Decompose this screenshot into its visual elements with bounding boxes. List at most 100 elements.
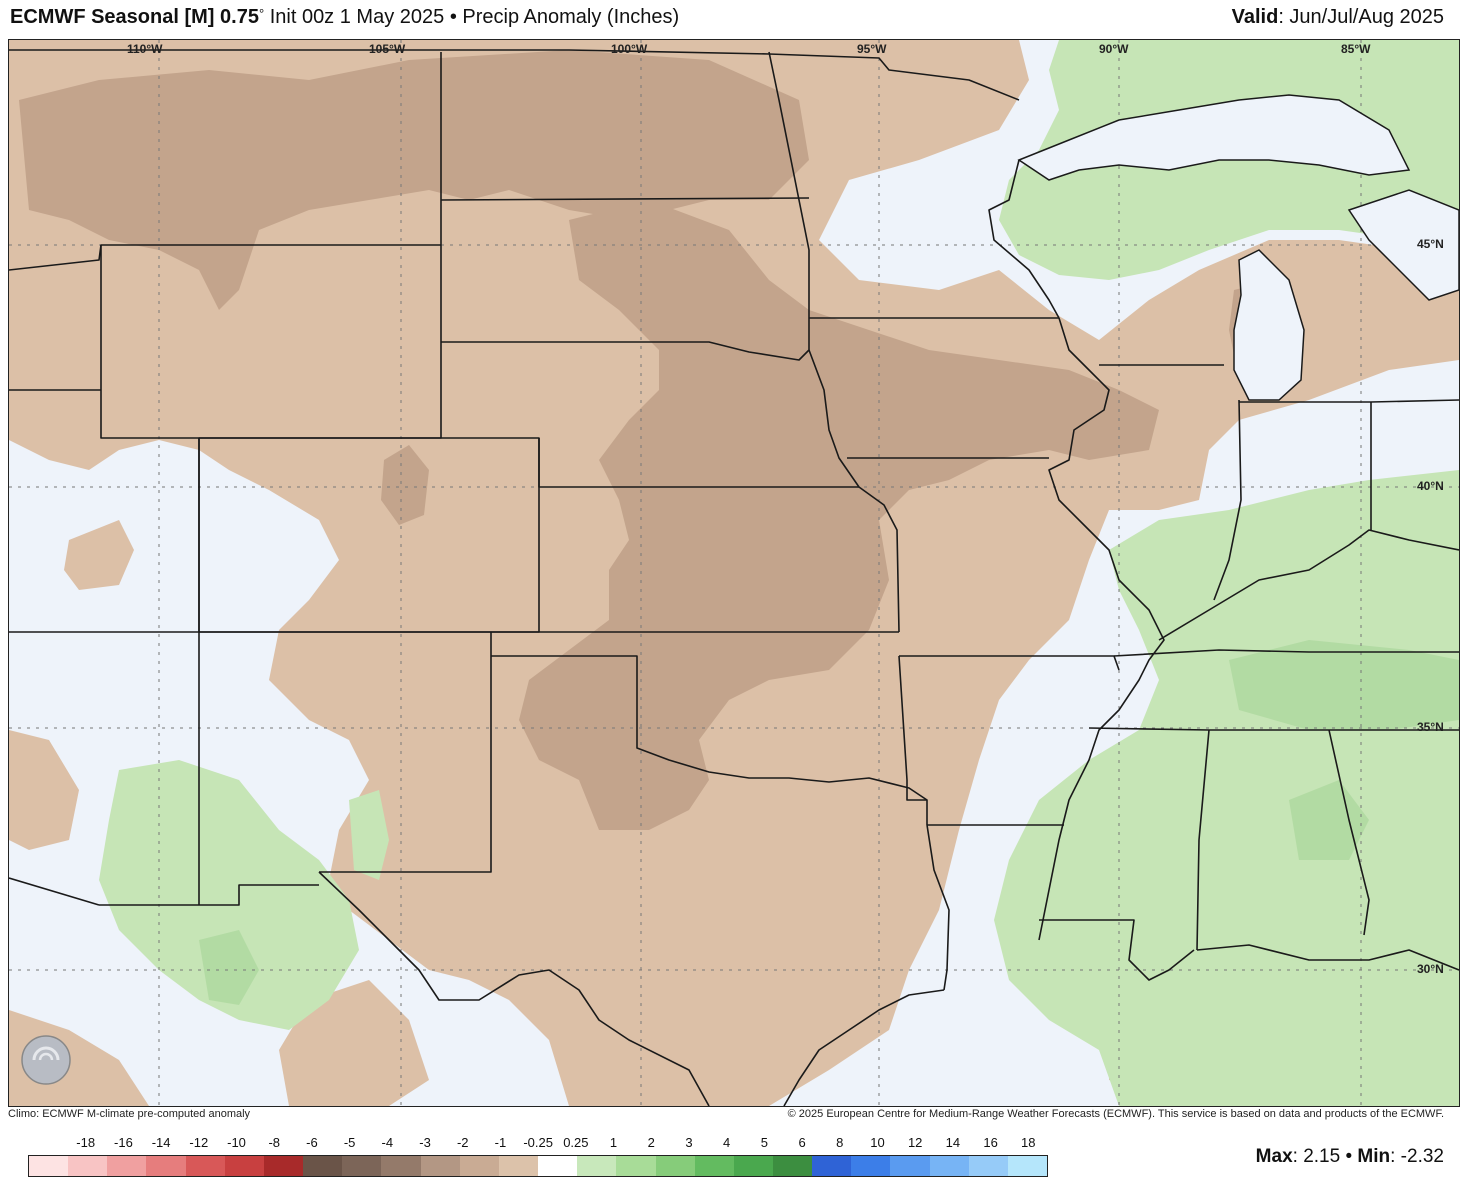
lon-label-100w: 100°W bbox=[611, 42, 648, 56]
lat-label-45n: 45°N bbox=[1417, 237, 1444, 251]
legend-tick-label: 0.25 bbox=[563, 1135, 589, 1150]
border-new-mexico-east bbox=[319, 632, 492, 873]
border-louisiana-south bbox=[1039, 919, 1195, 981]
max-value: : 2.15 bbox=[1292, 1146, 1341, 1167]
legend-swatch bbox=[303, 1156, 343, 1176]
legend-tick-label: -2 bbox=[456, 1135, 469, 1150]
border-wisconsin-minnesota bbox=[988, 159, 1060, 319]
border-nd-sd bbox=[440, 197, 810, 201]
legend-swatch bbox=[185, 1156, 225, 1176]
wet-core-tennessee bbox=[1229, 640, 1459, 730]
border-montana-idaho bbox=[9, 244, 441, 271]
legend-tick-label: -4 bbox=[381, 1135, 394, 1150]
valid-label: Valid bbox=[1231, 6, 1279, 28]
stats-separator: • bbox=[1340, 1146, 1358, 1167]
lat-label-40n: 40°N bbox=[1417, 479, 1444, 493]
state-boundaries bbox=[9, 49, 1459, 1106]
wet-region-new-mexico bbox=[99, 760, 359, 1030]
lake-superior bbox=[1017, 94, 1411, 181]
legend-ticks: -18 -16 -14 -12 -10 -8 -6 -5 -4 -3 -2 -1 -0.25 0.25 1 2… bbox=[28, 1133, 1048, 1153]
border-mississippi-upper bbox=[1038, 317, 1165, 941]
border-gulf-coast bbox=[1196, 944, 1459, 971]
lon-label-105w: 105°W bbox=[369, 42, 406, 56]
graticule bbox=[9, 40, 1459, 1106]
border-arizona-mexico bbox=[9, 877, 100, 906]
border-michigan-indiana bbox=[1239, 399, 1459, 403]
legend-swatch bbox=[851, 1156, 891, 1176]
border-oklahoma-panhandle bbox=[491, 655, 928, 801]
legend-swatch bbox=[616, 1156, 656, 1176]
legend-tick-label: -10 bbox=[227, 1135, 246, 1150]
legend-swatch bbox=[733, 1156, 773, 1176]
legend-tick-label: -16 bbox=[114, 1135, 133, 1150]
border-texas-louisiana bbox=[926, 824, 950, 991]
lon-label-95w: 95°W bbox=[857, 42, 887, 56]
max-label: Max bbox=[1255, 1146, 1293, 1167]
weatherbell-logo bbox=[14, 1030, 144, 1090]
legend-swatch bbox=[498, 1156, 539, 1176]
dry-core-plains bbox=[519, 200, 1159, 830]
map-title: ECMWF Seasonal [M] 0.75° Init 00z 1 May … bbox=[10, 6, 679, 29]
field-name: Precip Anomaly (Inches) bbox=[462, 6, 680, 28]
legend-tick-label: 4 bbox=[723, 1135, 731, 1150]
lat-label-30n: 30°N bbox=[1417, 962, 1444, 976]
degree-symbol: ° bbox=[258, 6, 265, 21]
legend-tick-label: -3 bbox=[419, 1135, 431, 1150]
legend-tick-label: -18 bbox=[76, 1135, 96, 1150]
lon-label-110w: 110°W bbox=[127, 42, 163, 56]
legend-tick-label: 12 bbox=[907, 1135, 923, 1150]
border-illinois-indiana bbox=[1213, 399, 1242, 601]
border-oklahoma-arkansas bbox=[898, 655, 928, 825]
legend-swatch bbox=[381, 1156, 421, 1176]
legend-swatch bbox=[263, 1156, 304, 1176]
legend-tick-label: -6 bbox=[306, 1135, 318, 1150]
min-value: : -2.32 bbox=[1390, 1146, 1444, 1167]
precip-anomaly-map: 110°W 105°W 100°W 95°W 90°W 85°W 45°N 40… bbox=[8, 39, 1460, 1107]
lake-huron bbox=[1347, 189, 1459, 301]
legend-swatch bbox=[107, 1156, 147, 1176]
border-missouri-river bbox=[808, 349, 900, 633]
dry-region-mexico bbox=[279, 980, 429, 1106]
legend-swatch bbox=[1007, 1156, 1048, 1176]
legend-tick-label: 10 bbox=[870, 1135, 885, 1150]
lon-label-85w: 85°W bbox=[1341, 42, 1371, 56]
wet-core-alabama bbox=[1289, 780, 1369, 860]
legend-swatch bbox=[29, 1156, 69, 1176]
legend-tick-label: 6 bbox=[798, 1135, 806, 1150]
wet-region-desert bbox=[349, 790, 389, 880]
legend-swatch bbox=[694, 1156, 734, 1176]
legend-tick-label: 18 bbox=[1021, 1135, 1036, 1150]
lake-shorelines bbox=[1017, 94, 1459, 401]
init-time: Init 00z 1 May 2025 bbox=[269, 6, 445, 28]
title-separator: • bbox=[449, 6, 457, 28]
legend-tick-label: -12 bbox=[189, 1135, 209, 1150]
legend-tick-label: -1 bbox=[494, 1135, 507, 1150]
legend-swatch bbox=[224, 1156, 264, 1176]
legend-tick-label: -8 bbox=[268, 1135, 280, 1150]
border-alabama-georgia bbox=[1328, 729, 1370, 936]
legend-tick-label: 16 bbox=[983, 1135, 998, 1150]
legend-swatch bbox=[538, 1156, 578, 1176]
legend-tick-label: -0.25 bbox=[523, 1135, 553, 1150]
wet-anomaly-areas bbox=[99, 40, 1459, 1106]
legend-tick-label: 14 bbox=[945, 1135, 961, 1150]
logo-mark bbox=[21, 1035, 71, 1085]
wet-core-arizona bbox=[199, 930, 259, 1005]
border-tenn-south bbox=[1088, 727, 1459, 731]
legend-swatch bbox=[420, 1156, 460, 1176]
color-scale-legend: -18 -16 -14 -12 -10 -8 -6 -5 -4 -3 -2 -1 -0.25 0.25 1 2… bbox=[28, 1133, 1048, 1183]
max-min-readout: Max: 2.15 • Min: -2.32 bbox=[1256, 1146, 1444, 1168]
legend-tick-label: -5 bbox=[343, 1135, 356, 1150]
dry-core-colorado bbox=[381, 445, 429, 525]
border-rio-grande bbox=[318, 871, 710, 1106]
border-sd-nebraska bbox=[441, 318, 810, 361]
valid-value: : Jun/Jul/Aug 2025 bbox=[1278, 6, 1444, 28]
lake-michigan bbox=[1233, 249, 1305, 401]
legend-tick-label: -14 bbox=[151, 1135, 171, 1150]
dry-region-southwest bbox=[9, 730, 79, 850]
border-canada-west bbox=[9, 49, 1020, 101]
wet-anomaly-cores bbox=[199, 640, 1459, 1005]
border-tenn-ky bbox=[1113, 649, 1459, 657]
legend-tick-label: 1 bbox=[609, 1135, 618, 1150]
copyright-note: © 2025 European Centre for Medium-Range … bbox=[787, 1108, 1444, 1120]
